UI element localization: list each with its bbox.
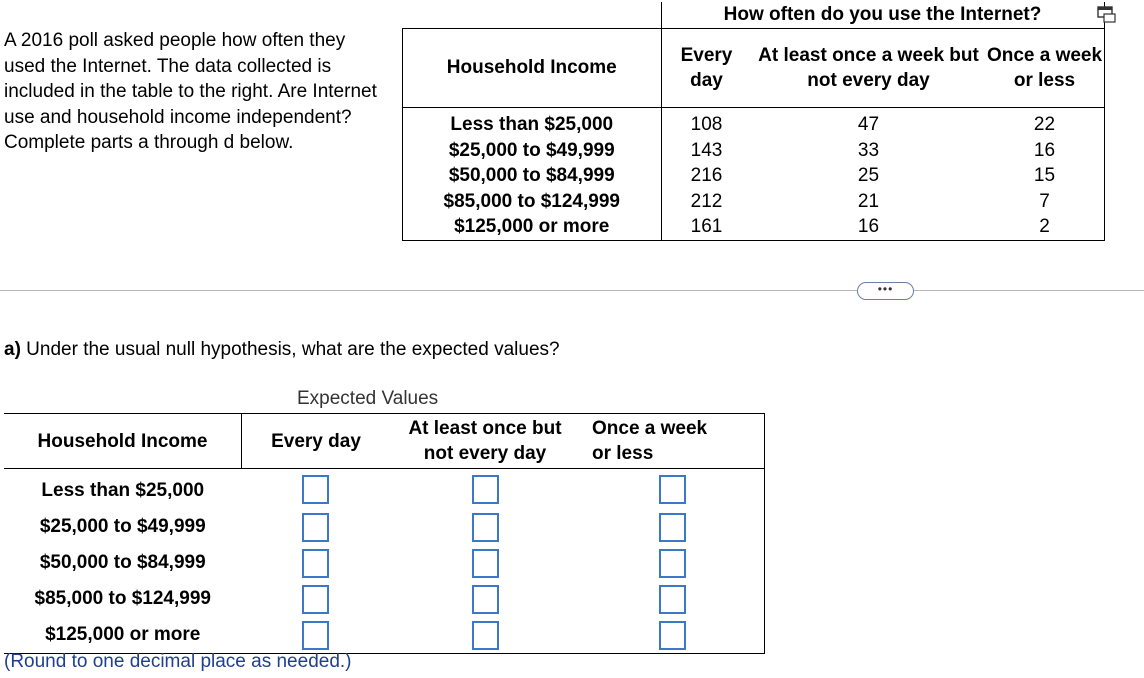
cell-at-least: 47 — [857, 114, 880, 135]
expected-at-least-input[interactable] — [471, 512, 499, 542]
exp-income-label: $125,000 or more — [4, 617, 242, 654]
exp-income-label: $85,000 to $124,999 — [34, 588, 211, 609]
expected-at-least-input[interactable] — [471, 548, 499, 578]
super-header: How often do you use the Internet? — [660, 2, 1105, 29]
exp-header-at-least: At least once but not every day — [390, 413, 580, 469]
exp-income-label: $25,000 to $49,999 — [39, 516, 206, 537]
expected-every-day-input[interactable] — [302, 548, 330, 578]
col-header-at-least: At least once a week but not every day — [751, 28, 986, 108]
rounding-note: (Round to one decimal place as needed.) — [4, 651, 352, 672]
cell-once: 16 — [985, 137, 1105, 163]
cell-every-day: 216 — [660, 163, 752, 189]
question-a: a) Under the usual null hypothesis, what… — [4, 339, 560, 361]
cell-at-least: 25 — [857, 165, 880, 186]
cell-every-day: 143 — [660, 137, 752, 163]
cell-at-least: 21 — [857, 190, 880, 212]
expected-once-input[interactable] — [658, 584, 686, 614]
table-row: $85,000 to $124,999 — [4, 581, 765, 617]
exp-header-income: Household Income — [4, 413, 242, 469]
table-row: $25,000 to $49,999 — [4, 509, 765, 545]
expected-every-day-input[interactable] — [302, 512, 330, 542]
col-header-once: Once a week or less — [985, 28, 1105, 108]
expected-at-least-input[interactable] — [471, 620, 499, 650]
popout-icon[interactable] — [1097, 6, 1117, 24]
expected-values-table: Household Income Every day At least once… — [4, 413, 765, 654]
cell-every-day: 161 — [660, 214, 752, 241]
expected-every-day-input[interactable] — [302, 620, 330, 650]
expected-every-day-input[interactable] — [302, 474, 330, 504]
expand-more-button[interactable]: ••• — [857, 282, 914, 300]
exp-header-every-day: Every day — [241, 413, 390, 469]
table-row: $50,000 to $84,999 216 25 15 — [402, 163, 1105, 189]
expected-values-caption: Expected Values — [297, 388, 439, 409]
cell-every-day: 108 — [660, 107, 752, 138]
expected-once-input[interactable] — [658, 512, 686, 542]
col-header-every-day: Every day — [660, 28, 752, 108]
section-divider — [0, 290, 1144, 291]
income-label: $50,000 to $84,999 — [402, 163, 661, 189]
table-row: $50,000 to $84,999 — [4, 545, 765, 581]
cell-once: 22 — [985, 107, 1105, 138]
table-row: $25,000 to $49,999 143 33 16 — [402, 137, 1105, 163]
cell-once: 15 — [985, 163, 1105, 189]
income-label: Less than $25,000 — [402, 107, 661, 138]
question-text: Under the usual null hypothesis, what ar… — [20, 339, 560, 360]
table-row: $85,000 to $124,999 212 21 7 — [402, 188, 1105, 214]
table-row: Less than $25,000 108 47 22 — [402, 107, 1105, 138]
expected-once-input[interactable] — [658, 474, 686, 504]
table-row: $125,000 or more — [4, 617, 765, 654]
expected-at-least-input[interactable] — [471, 474, 499, 504]
income-label: $125,000 or more — [402, 214, 661, 241]
cell-once: 2 — [985, 214, 1105, 241]
table-row: Less than $25,000 — [4, 468, 765, 509]
expected-once-input[interactable] — [658, 548, 686, 578]
income-label: $85,000 to $124,999 — [402, 188, 661, 214]
question-part-label: a) — [4, 339, 21, 360]
expected-once-input[interactable] — [658, 620, 686, 650]
cell-at-least: 33 — [857, 139, 880, 161]
expected-every-day-input[interactable] — [302, 584, 330, 614]
cell-at-least: 16 — [751, 214, 986, 241]
income-label: $25,000 to $49,999 — [402, 137, 661, 163]
exp-header-once: Once a week or less — [580, 413, 765, 469]
expected-at-least-input[interactable] — [471, 584, 499, 614]
cell-once: 7 — [985, 188, 1105, 214]
internet-use-data-table: How often do you use the Internet? House… — [402, 2, 1105, 241]
row-header-income: Household Income — [402, 28, 661, 108]
exp-income-label: $50,000 to $84,999 — [39, 552, 206, 573]
problem-statement: A 2016 poll asked people how often they … — [4, 30, 377, 153]
exp-income-label: Less than $25,000 — [41, 480, 205, 501]
table-row: $125,000 or more 161 16 2 — [402, 214, 1105, 241]
cell-every-day: 212 — [660, 188, 752, 214]
